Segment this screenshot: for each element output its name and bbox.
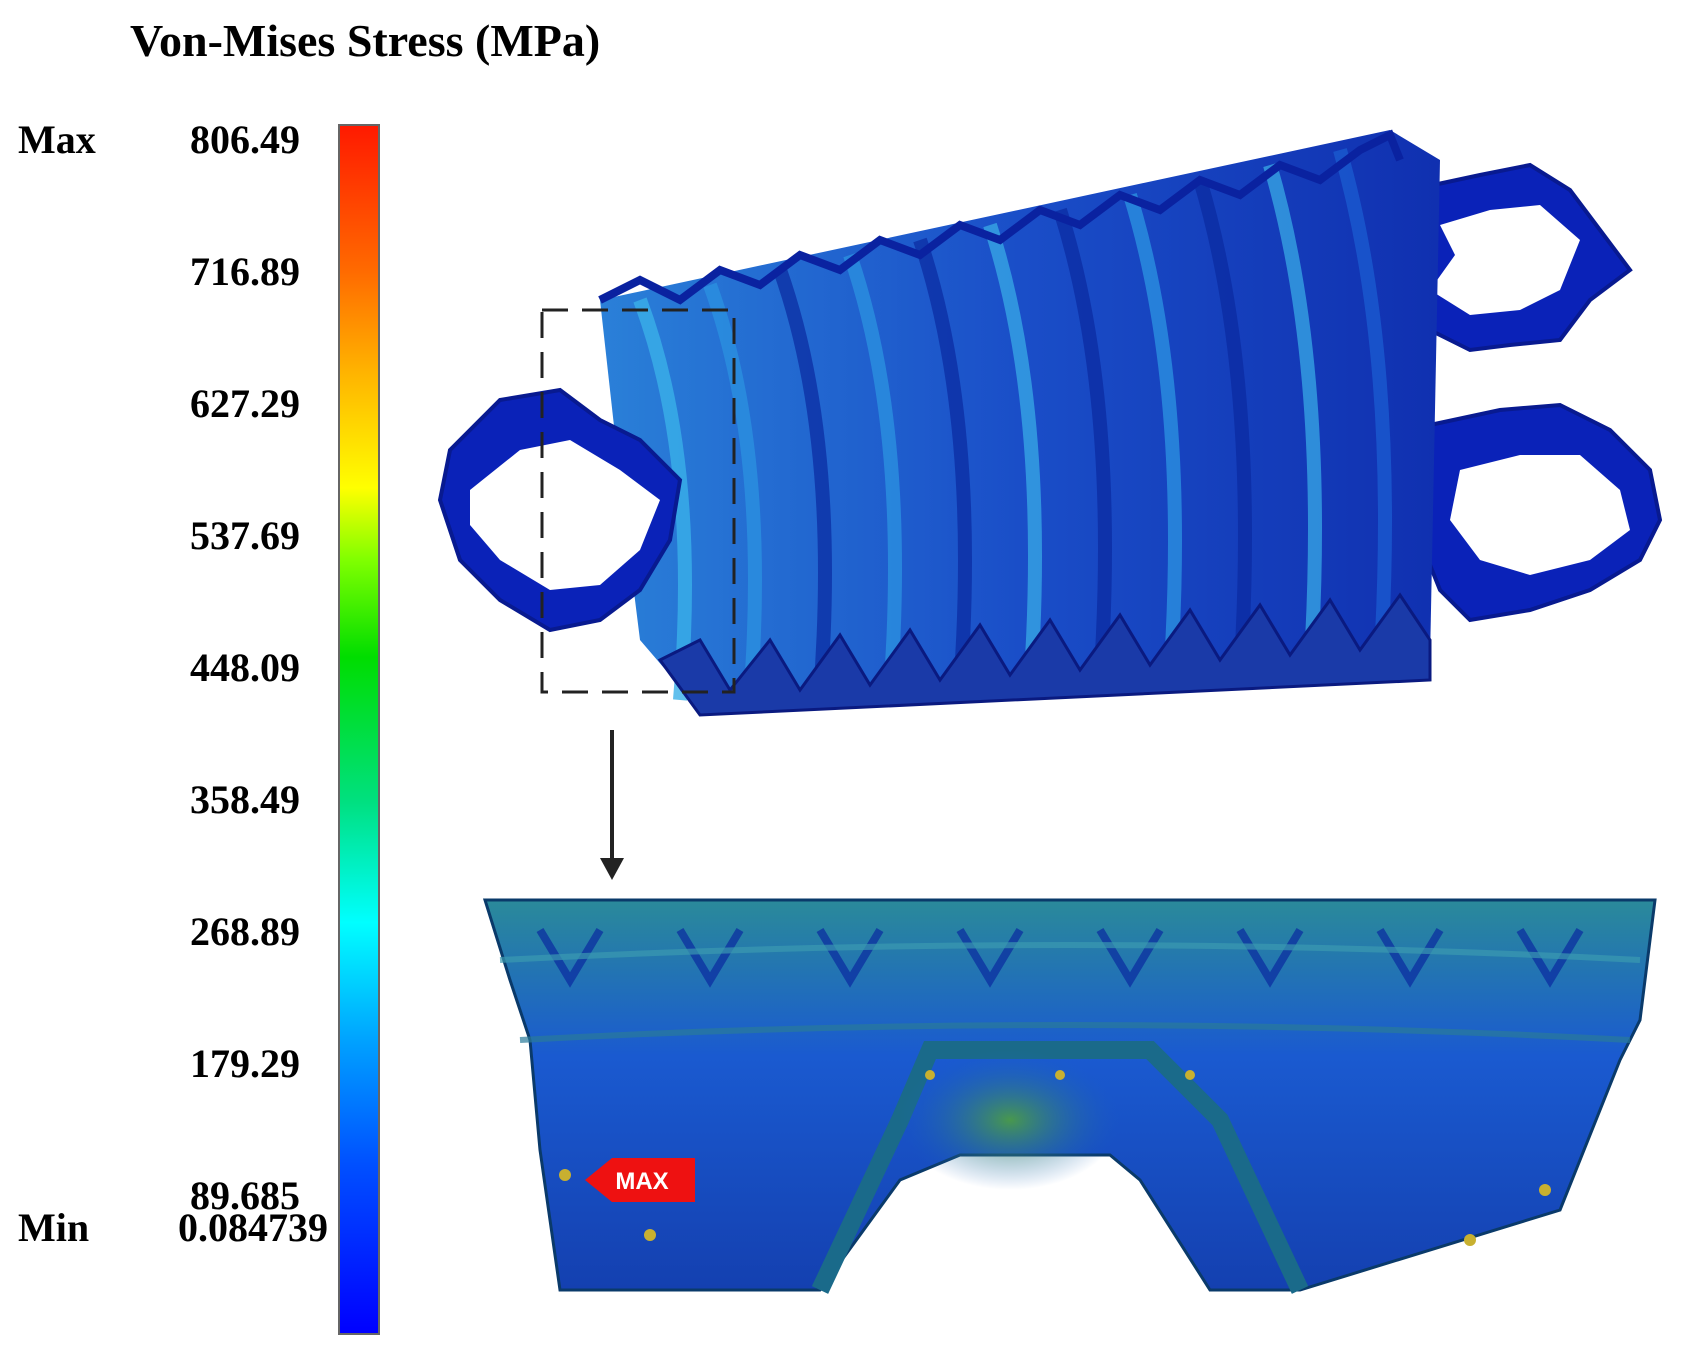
tick-label: 358.49 — [190, 777, 300, 822]
tick-label: 448.09 — [190, 645, 300, 690]
zoomed-detail: MAX — [482, 898, 1657, 1294]
max-label: Max — [18, 117, 96, 162]
contact-points — [559, 1070, 1551, 1246]
plate-stack-model — [437, 129, 1663, 717]
tick-label: 537.69 — [190, 513, 300, 558]
tick-label: 89.685 — [190, 1173, 300, 1218]
right-port-upper — [1397, 162, 1633, 353]
max-marker: MAX — [585, 1158, 695, 1202]
tick-label: 806.49 — [190, 117, 300, 162]
stress-colorbar — [338, 124, 380, 1335]
plate-edge — [657, 592, 1432, 717]
svg-text:MAX: MAX — [615, 1168, 668, 1195]
min-label: Min — [18, 1205, 90, 1250]
corrugation-ribs — [633, 148, 1392, 701]
zoom-region-box — [540, 308, 736, 694]
zoom-arrow — [600, 730, 624, 880]
legend-title: Von-Mises Stress (MPa) — [130, 15, 601, 66]
tick-label: 627.29 — [190, 381, 300, 426]
left-port — [437, 387, 683, 633]
tick-label: 0.084739 — [178, 1205, 328, 1250]
tick-label: 179.29 — [190, 1041, 300, 1086]
tick-label: 716.89 — [190, 249, 300, 294]
tick-label: 268.89 — [190, 909, 300, 954]
right-port-lower — [1417, 402, 1663, 623]
stress-hotspot — [900, 1050, 1120, 1190]
